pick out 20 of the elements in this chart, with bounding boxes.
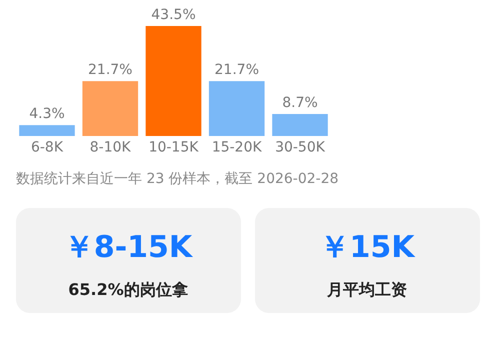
bar bbox=[19, 125, 75, 136]
bar bbox=[272, 114, 328, 136]
bar bbox=[82, 81, 138, 136]
data-label: 43.5% bbox=[151, 7, 196, 23]
data-label: 21.7% bbox=[214, 62, 259, 78]
x-tick-label: 30-50K bbox=[275, 140, 326, 156]
x-tick-label: 15-20K bbox=[212, 140, 262, 156]
data-label: 8.7% bbox=[282, 95, 318, 111]
data-label: 21.7% bbox=[88, 62, 132, 78]
text: ￥15K bbox=[320, 230, 416, 265]
text: 65.2%的岗位拿 bbox=[68, 280, 188, 299]
text: 数据统计来自近一年 23 份样本，截至 2026-02-28 bbox=[16, 171, 339, 187]
x-tick-label: 8-10K bbox=[90, 140, 132, 156]
bar bbox=[146, 26, 202, 136]
x-tick-label: 10-15K bbox=[148, 140, 200, 156]
bar bbox=[208, 81, 265, 136]
text: ￥8-15K bbox=[64, 230, 194, 265]
text: 月平均工资 bbox=[326, 280, 407, 299]
x-tick-label: 6-8K bbox=[30, 140, 64, 156]
data-label: 4.3% bbox=[29, 106, 65, 122]
